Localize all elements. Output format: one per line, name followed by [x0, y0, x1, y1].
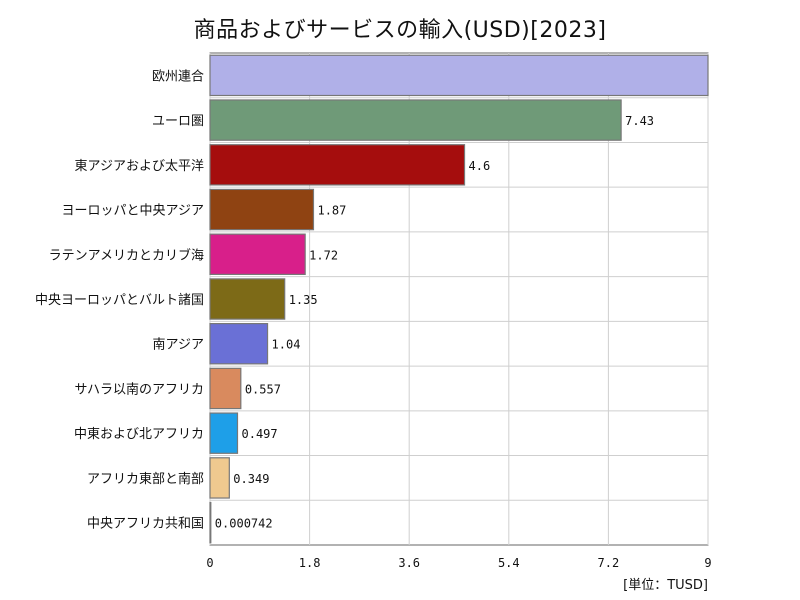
category-label: 中東および北アフリカ — [74, 426, 204, 442]
category-label: ユーロ圏 — [152, 114, 204, 129]
bar — [209, 457, 230, 499]
grid-lines — [209, 53, 709, 545]
category-label: アフリカ東部と南部 — [87, 471, 204, 487]
unit-label: [単位：TUSD] — [623, 578, 708, 593]
category-label: 南アジア — [153, 337, 204, 353]
x-tick-label: 9 — [704, 556, 711, 570]
bar — [209, 501, 212, 544]
bar — [209, 367, 242, 410]
bar — [209, 188, 315, 231]
value-label: 1.04 — [272, 338, 301, 352]
value-label: 1.35 — [289, 293, 318, 307]
bar — [209, 233, 306, 276]
chart-title: 商品およびサービスの輸入(USD)[2023] — [193, 18, 607, 43]
value-label: 0.000742 — [215, 517, 273, 531]
x-tick-label: 3.6 — [398, 556, 420, 570]
value-label: 1.87 — [317, 204, 346, 218]
category-label: サハラ以南のアフリカ — [75, 381, 204, 397]
value-label: 0.349 — [233, 472, 269, 486]
x-tick-label: 1.8 — [299, 556, 321, 570]
category-label: 中央ヨーロッパとバルト諸国 — [35, 292, 204, 308]
category-label: ラテンアメリカとカリブ海 — [49, 247, 204, 263]
x-tick-label: 0 — [206, 556, 213, 570]
value-label: 0.557 — [245, 382, 281, 396]
category-labels: 欧州連合ユーロ圏東アジアおよび太平洋ヨーロッパと中央アジアラテンアメリカとカリブ… — [35, 69, 204, 531]
value-label: 4.6 — [469, 159, 491, 173]
bar — [209, 323, 269, 365]
bars — [209, 54, 709, 544]
bar — [209, 278, 286, 320]
category-label: 中央アフリカ共和国 — [87, 517, 204, 532]
category-label: ヨーロッパと中央アジア — [62, 204, 204, 219]
x-tick-label: 5.4 — [498, 556, 520, 570]
value-label: 0.497 — [242, 427, 278, 441]
value-label: 7.43 — [625, 114, 654, 128]
category-label: 東アジアおよび太平洋 — [75, 158, 204, 174]
value-labels: 7.43 4.6 1.87 1.72 1.35 1.04 0.557 0.497 0.349 0.… — [215, 114, 654, 531]
bar — [209, 54, 709, 97]
bar — [209, 144, 466, 186]
bar — [209, 412, 239, 454]
x-tick-labels: 0 1.8 3.6 5.4 7.2 9 — [206, 556, 711, 570]
x-tick-label: 7.2 — [598, 556, 620, 570]
category-label: 欧州連合 — [152, 69, 204, 84]
bar — [209, 99, 622, 141]
value-label: 1.72 — [309, 248, 338, 262]
